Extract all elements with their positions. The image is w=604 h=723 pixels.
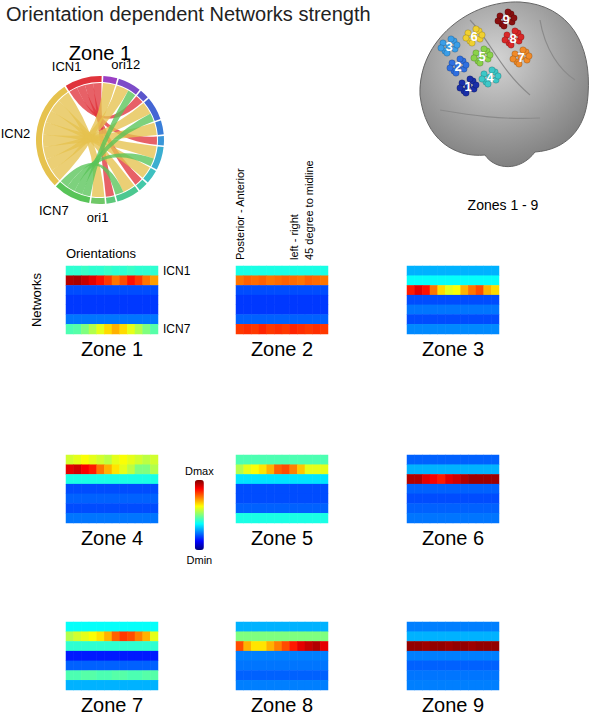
svg-text:ICN7: ICN7 xyxy=(39,203,69,218)
svg-text:9: 9 xyxy=(502,12,509,27)
svg-text:Zone 5: Zone 5 xyxy=(251,527,313,549)
svg-text:ICN1: ICN1 xyxy=(52,59,82,74)
svg-text:Zones 1 - 9: Zones 1 - 9 xyxy=(468,197,539,213)
svg-text:ori1: ori1 xyxy=(87,210,109,225)
svg-text:Zone 6: Zone 6 xyxy=(422,527,484,549)
svg-text:Zone 1: Zone 1 xyxy=(81,338,143,360)
svg-text:Networks: Networks xyxy=(29,272,44,327)
svg-text:Zone 9: Zone 9 xyxy=(422,694,484,716)
svg-text:ori12: ori12 xyxy=(111,57,140,72)
svg-text:ICN7: ICN7 xyxy=(163,322,191,336)
svg-text:6: 6 xyxy=(470,29,477,44)
svg-text:Zone 1: Zone 1 xyxy=(69,42,131,64)
svg-text:Orientation dependent Networks: Orientation dependent Networks strength xyxy=(6,3,371,25)
svg-text:1: 1 xyxy=(464,79,471,94)
svg-text:Zone 2: Zone 2 xyxy=(251,338,313,360)
svg-text:Dmax: Dmax xyxy=(185,465,214,477)
svg-text:ICN2: ICN2 xyxy=(1,126,31,141)
svg-text:45 degree to midline: 45 degree to midline xyxy=(303,160,315,260)
svg-text:Orientations: Orientations xyxy=(66,246,137,261)
svg-text:Zone 8: Zone 8 xyxy=(251,694,313,716)
svg-text:7: 7 xyxy=(517,50,524,65)
svg-text:left - right: left - right xyxy=(288,214,300,260)
svg-text:4: 4 xyxy=(486,70,494,85)
svg-text:Dmin: Dmin xyxy=(187,554,213,566)
svg-text:ICN1: ICN1 xyxy=(163,264,191,278)
svg-text:5: 5 xyxy=(478,49,485,64)
svg-text:Zone 7: Zone 7 xyxy=(81,694,143,716)
svg-text:3: 3 xyxy=(445,39,452,54)
svg-text:Posterior - Anterior: Posterior - Anterior xyxy=(234,168,246,260)
svg-text:Zone 4: Zone 4 xyxy=(81,527,143,549)
svg-text:2: 2 xyxy=(454,59,461,74)
svg-text:8: 8 xyxy=(509,31,516,46)
svg-text:Zone 3: Zone 3 xyxy=(422,338,484,360)
